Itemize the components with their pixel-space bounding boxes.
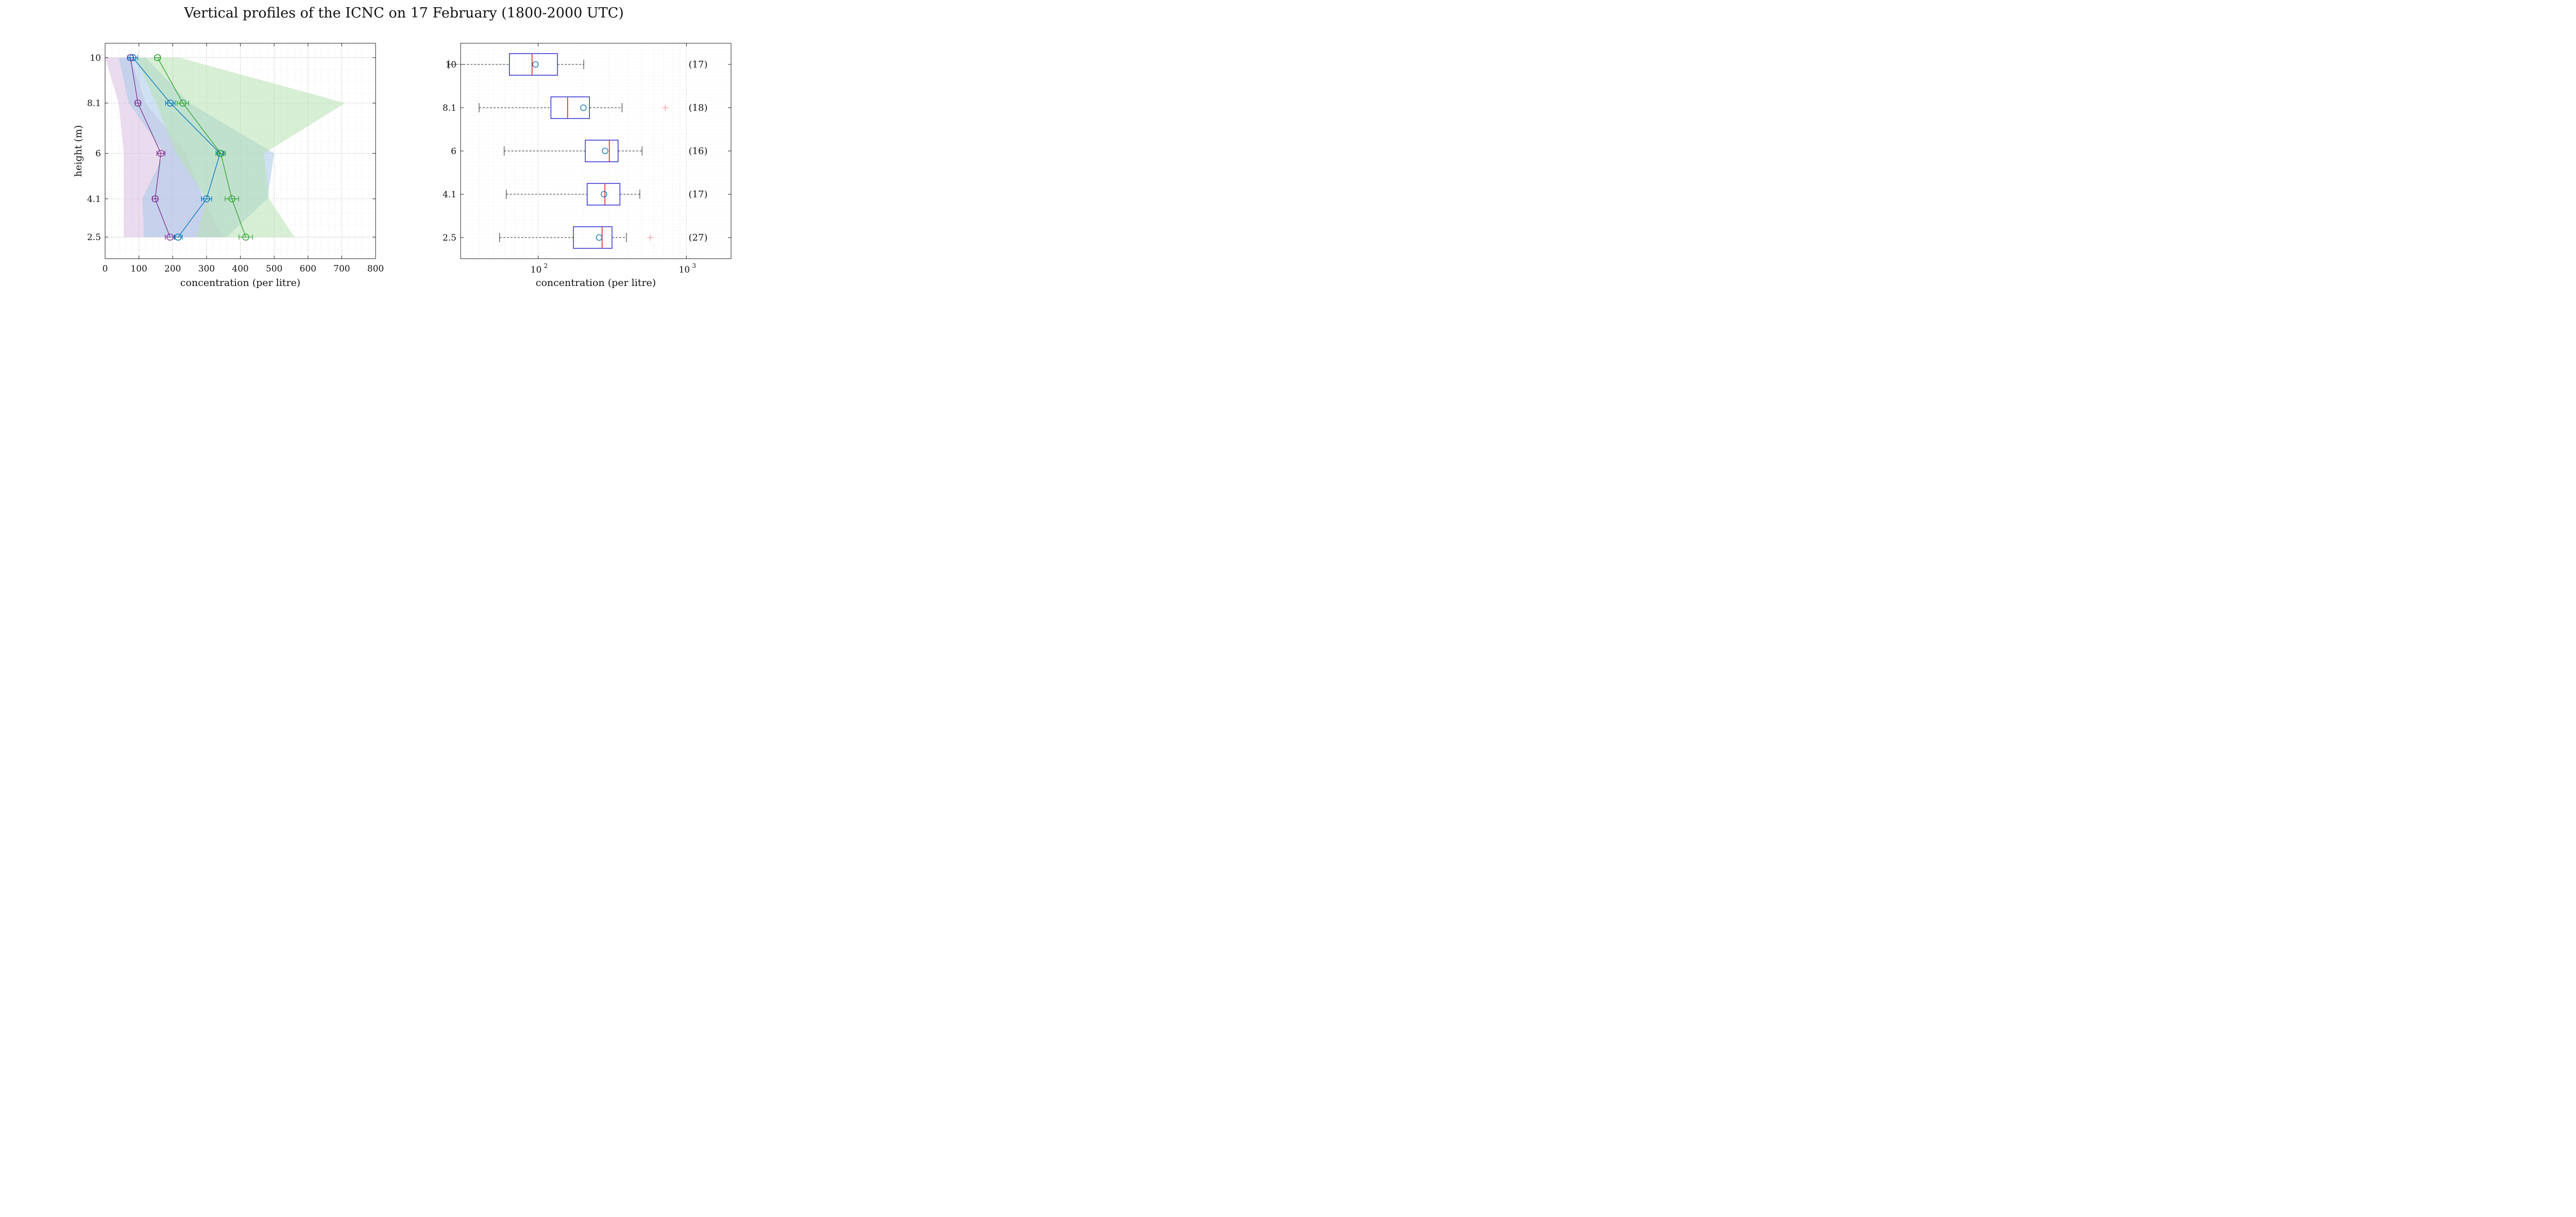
box-iqr <box>585 140 619 162</box>
x-tick-label: 0 <box>103 264 108 274</box>
box-mean <box>532 61 539 68</box>
y-tick-label: 10 <box>90 53 101 63</box>
data-point <box>175 233 182 241</box>
boxplot-chart: 10 (17)8.1 (18)6 (16)4.1 (17)2.5 (27)10 2 10 3co… <box>443 43 732 289</box>
sample-count-label: (18) <box>689 103 708 113</box>
y-tick-label: 4.1 <box>87 194 101 205</box>
profile-chart: 0 100 200 300 400 500 600 700 800 2.5 4.1 6 8.1 10 con… <box>73 43 384 289</box>
sample-count-label: (16) <box>689 146 708 157</box>
box-mean <box>596 234 603 241</box>
figure-title: Vertical profiles of the ICNC on 17 Febr… <box>183 5 624 21</box>
plot-frame <box>460 43 732 259</box>
figure-canvas: Vertical profiles of the ICNC on 17 Febr… <box>73 5 732 289</box>
box-mean <box>580 104 587 111</box>
x-tick-label: 300 <box>198 264 215 274</box>
sample-count-label: (27) <box>689 232 708 243</box>
data-point <box>242 233 249 241</box>
x-tick-label-base: 10 <box>679 265 690 275</box>
data-point <box>203 195 210 202</box>
data-point <box>166 99 174 107</box>
x-axis-label: concentration (per litre) <box>536 277 656 289</box>
data-point <box>179 99 187 107</box>
data-point <box>151 195 159 202</box>
x-tick-label: 200 <box>164 264 181 274</box>
box-iqr <box>586 183 620 206</box>
x-tick-label: 600 <box>300 264 316 274</box>
y-tick-label: 8.1 <box>443 103 456 113</box>
y-tick-label: 2.5 <box>87 232 101 243</box>
data-point <box>134 99 142 107</box>
data-point <box>154 54 161 61</box>
y-tick-label: 2.5 <box>443 233 456 243</box>
x-tick-label: 100 <box>130 264 147 274</box>
box-mean <box>602 147 608 155</box>
y-tick-label: 8.1 <box>87 98 101 109</box>
y-tick-label: 4.1 <box>443 190 456 200</box>
x-tick-label: 800 <box>367 264 384 274</box>
x-tick-label-base: 10 <box>531 265 542 275</box>
x-tick-label: 700 <box>333 264 350 274</box>
range-band-2 <box>135 57 345 238</box>
y-axis-label: height (m) <box>73 125 84 177</box>
y-tick-label: 6 <box>451 146 456 157</box>
x-tick-label-exponent: 2 <box>544 262 548 269</box>
x-tick-label: 400 <box>232 264 248 274</box>
box-iqr <box>550 96 590 119</box>
x-tick-label: 500 <box>266 264 282 274</box>
sample-count-label: (17) <box>689 189 708 200</box>
x-tick-label-exponent: 3 <box>692 262 696 269</box>
sample-count-label: (17) <box>689 59 708 70</box>
y-tick-label: 10 <box>445 60 456 70</box>
figure: Vertical profiles of the ICNC on 17 Febr… <box>0 0 807 289</box>
box-iqr <box>509 53 558 76</box>
x-axis-label: concentration (per litre) <box>180 277 300 289</box>
data-point <box>166 233 174 241</box>
box-iqr <box>573 226 613 249</box>
data-point <box>157 149 164 157</box>
y-tick-label: 6 <box>95 149 101 159</box>
box-mean <box>601 191 607 198</box>
data-point <box>129 54 137 61</box>
data-point <box>228 195 235 202</box>
data-point <box>217 149 225 157</box>
